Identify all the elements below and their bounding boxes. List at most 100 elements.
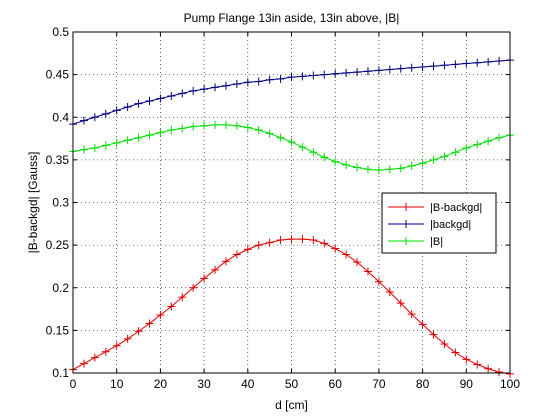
legend-swatch-marker bbox=[402, 237, 410, 245]
data-point bbox=[112, 341, 121, 350]
data-point bbox=[178, 293, 187, 302]
data-point bbox=[353, 68, 362, 77]
data-point bbox=[363, 165, 372, 174]
x-tick-label: 90 bbox=[460, 377, 474, 391]
data-point bbox=[79, 116, 88, 125]
data-point bbox=[495, 133, 504, 142]
legend-swatch-marker bbox=[402, 220, 410, 228]
data-point bbox=[418, 62, 427, 71]
data-point bbox=[342, 250, 351, 259]
data-point bbox=[101, 109, 110, 118]
x-tick-label: 40 bbox=[241, 377, 255, 391]
y-tick-label: 0.1 bbox=[52, 366, 69, 380]
data-point bbox=[134, 99, 143, 108]
data-point bbox=[396, 64, 405, 73]
data-point bbox=[320, 70, 329, 79]
data-point bbox=[484, 364, 493, 373]
data-point bbox=[429, 330, 438, 339]
data-point bbox=[145, 319, 154, 328]
data-point bbox=[79, 145, 88, 154]
x-tick-label: 50 bbox=[285, 377, 299, 391]
data-point bbox=[112, 106, 121, 115]
y-tick-label: 0.15 bbox=[46, 323, 70, 337]
legend-box bbox=[381, 192, 497, 254]
data-point bbox=[211, 265, 220, 274]
data-point bbox=[221, 81, 230, 90]
data-point bbox=[484, 137, 493, 146]
x-tick-label: 70 bbox=[372, 377, 386, 391]
data-point bbox=[265, 129, 274, 138]
data-point bbox=[309, 71, 318, 80]
data-point bbox=[374, 66, 383, 75]
data-point bbox=[243, 78, 252, 87]
data-point bbox=[385, 288, 394, 297]
x-tick-label: 60 bbox=[329, 377, 343, 391]
data-point bbox=[189, 86, 198, 95]
data-point bbox=[200, 121, 209, 130]
data-point bbox=[200, 85, 209, 94]
data-point bbox=[451, 348, 460, 357]
data-point bbox=[145, 131, 154, 140]
data-point bbox=[232, 121, 241, 130]
data-point bbox=[167, 91, 176, 100]
data-point bbox=[342, 68, 351, 77]
data-point bbox=[407, 310, 416, 319]
series-3 bbox=[69, 120, 514, 175]
data-point bbox=[276, 236, 285, 245]
data-point bbox=[265, 75, 274, 84]
data-point bbox=[374, 277, 383, 286]
x-axis-title: d [cm] bbox=[275, 398, 308, 412]
data-point bbox=[353, 163, 362, 172]
data-point bbox=[451, 148, 460, 157]
x-tick-label: 10 bbox=[110, 377, 124, 391]
legend-label: |B| bbox=[430, 236, 443, 248]
y-tick-label: 0.25 bbox=[46, 238, 70, 252]
data-point bbox=[331, 244, 340, 253]
data-point bbox=[495, 368, 504, 377]
data-point bbox=[320, 153, 329, 162]
data-point bbox=[167, 302, 176, 311]
data-point bbox=[276, 74, 285, 83]
data-point bbox=[418, 320, 427, 329]
data-point bbox=[495, 56, 504, 65]
data-point bbox=[90, 143, 99, 152]
data-point bbox=[211, 120, 220, 129]
data-point bbox=[320, 239, 329, 248]
data-point bbox=[221, 120, 230, 129]
data-point bbox=[440, 340, 449, 349]
series-layer bbox=[69, 56, 514, 378]
data-point bbox=[418, 159, 427, 168]
data-point bbox=[429, 155, 438, 164]
data-point bbox=[211, 83, 220, 92]
data-point bbox=[134, 327, 143, 336]
data-point bbox=[385, 165, 394, 174]
data-point bbox=[331, 157, 340, 166]
data-point bbox=[396, 299, 405, 308]
data-point bbox=[473, 140, 482, 149]
data-point bbox=[462, 143, 471, 152]
x-tick-label: 100 bbox=[500, 377, 520, 391]
y-tick-label: 0.4 bbox=[52, 110, 69, 124]
data-point bbox=[451, 60, 460, 69]
legend-item: |B| bbox=[388, 236, 443, 248]
data-point bbox=[112, 138, 121, 147]
data-point bbox=[374, 166, 383, 175]
legend-label: |backgd| bbox=[430, 219, 471, 231]
data-point bbox=[407, 63, 416, 72]
data-point bbox=[440, 61, 449, 70]
data-point bbox=[429, 62, 438, 71]
legend-item: |backgd| bbox=[388, 219, 471, 231]
data-point bbox=[200, 274, 209, 283]
data-point bbox=[265, 238, 274, 247]
data-point bbox=[232, 80, 241, 89]
data-point bbox=[90, 113, 99, 122]
data-point bbox=[243, 123, 252, 132]
data-point bbox=[309, 236, 318, 245]
data-point bbox=[331, 69, 340, 78]
data-point bbox=[123, 334, 132, 343]
x-tick-label: 0 bbox=[70, 377, 77, 391]
data-point bbox=[363, 67, 372, 76]
data-point bbox=[90, 353, 99, 362]
data-point bbox=[298, 72, 307, 81]
